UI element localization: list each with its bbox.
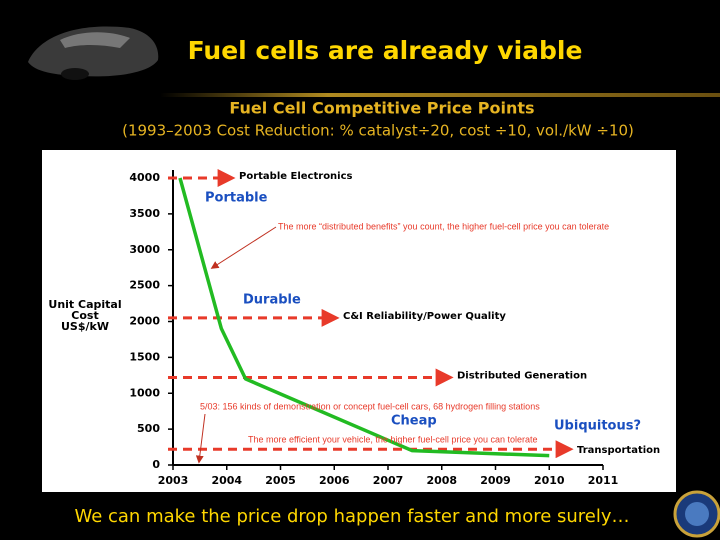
slide-title: Fuel cells are already viable <box>188 36 583 65</box>
title-rule <box>160 93 720 97</box>
x-tick-label: 2008 <box>426 474 457 487</box>
y-axis-label: US$/kW <box>61 320 109 333</box>
annotation-arrow <box>195 413 206 464</box>
car-image <box>28 26 159 80</box>
price-point-label: Distributed Generation <box>457 370 587 381</box>
x-tick-label: 2007 <box>373 474 404 487</box>
x-tick-label: 2004 <box>211 474 242 487</box>
slide-footer: We can make the price drop happen faster… <box>74 506 629 527</box>
y-tick-label: 500 <box>137 422 160 435</box>
y-tick-label: 2000 <box>129 315 160 328</box>
x-tick-label: 2011 <box>588 474 619 487</box>
y-tick-label: 0 <box>152 458 160 471</box>
logo <box>673 490 720 538</box>
chart-panel <box>42 150 676 492</box>
y-axis-label: Cost <box>71 309 98 322</box>
annotation: The more efficient your vehicle, the hig… <box>248 434 538 444</box>
stage-label: Portable <box>205 191 268 206</box>
price-line <box>178 177 550 458</box>
y-tick-label: 3500 <box>129 207 160 220</box>
annotation-arrow <box>210 226 277 269</box>
chart-subtitle: (1993–2003 Cost Reduction: % catalyst÷20… <box>122 122 634 140</box>
annotation: 5/03: 156 kinds of demonstration or conc… <box>200 401 540 411</box>
stage-label: Cheap <box>391 414 437 429</box>
y-tick-label: 3000 <box>129 243 160 256</box>
price-point-label: C&I Reliability/Power Quality <box>343 311 506 322</box>
y-tick-label: 4000 <box>129 171 160 184</box>
x-tick-label: 2006 <box>319 474 350 487</box>
price-point-label: Transportation <box>577 445 660 456</box>
chart-title: Fuel Cell Competitive Price Points <box>229 99 534 118</box>
x-tick-label: 2003 <box>158 474 189 487</box>
chart: 0 500 1000 1500 2000 2500 3000 3500 4000 2003 2004… <box>48 169 660 487</box>
stage-label: Durable <box>243 293 301 308</box>
x-tick-label: 2005 <box>265 474 296 487</box>
price-point-label: Portable Electronics <box>239 171 353 182</box>
y-tick-label: 1000 <box>129 386 160 399</box>
y-tick-label: 1500 <box>129 350 160 363</box>
x-tick-label: 2010 <box>534 474 565 487</box>
y-tick-label: 2500 <box>129 279 160 292</box>
annotation: The more “distributed benefits” you coun… <box>278 221 609 231</box>
stage-label: Ubiquitous? <box>554 419 641 434</box>
x-tick-label: 2009 <box>480 474 511 487</box>
y-axis-label: Unit Capital <box>48 298 121 311</box>
